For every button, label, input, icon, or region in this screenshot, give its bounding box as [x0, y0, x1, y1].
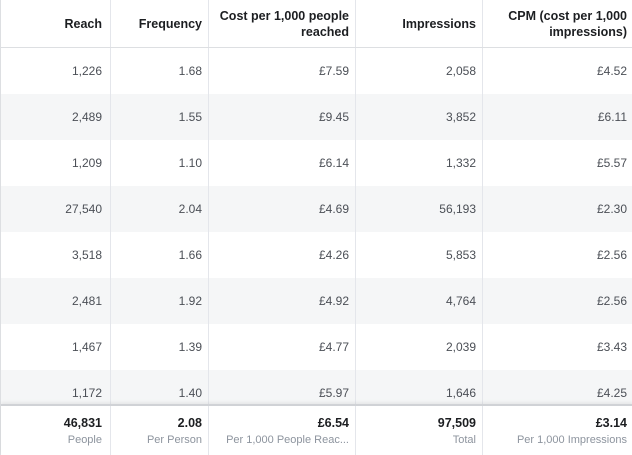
cell-impressions: 3,852 [356, 94, 483, 140]
total-cost-per-1000-reached: £6.54 Per 1,000 People Reac... [209, 406, 356, 455]
table-row: 27,540 2.04 £4.69 56,193 £2.30 [1, 186, 632, 232]
cell-cpm: £4.52 [596, 64, 627, 78]
cell-reach: 2,489 [1, 94, 111, 140]
cell-cost-per-1000-reached: £7.59 [209, 48, 356, 94]
total-caption: People [67, 433, 102, 446]
total-caption: Per 1,000 People Reac... [226, 433, 349, 446]
cell-cost-per-1000-reached: £6.14 [209, 140, 356, 186]
total-value: £3.14 [595, 415, 627, 430]
cell-frequency: 1.10 [111, 140, 209, 186]
cell-frequency: 1.68 [111, 48, 209, 94]
cell-impressions: 1,646 [356, 370, 483, 416]
cell-cpm: £4.25 [596, 386, 627, 400]
column-header-cost-per-1000-reached[interactable]: Cost per 1,000 people reached [209, 0, 356, 47]
cell-cpm: £2.56 [596, 248, 627, 262]
table-row: 3,518 1.66 £4.26 5,853 £2.56 [1, 232, 632, 278]
cell-impressions: 4,764 [356, 278, 483, 324]
cell-cost-per-1000-reached: £4.92 [209, 278, 356, 324]
cell-cpm: £3.43 [596, 340, 627, 354]
cell-frequency: 1.55 [111, 94, 209, 140]
cell-cpm: £2.56 [596, 294, 627, 308]
cell-frequency: 1.66 [111, 232, 209, 278]
cell-frequency: 1.40 [111, 370, 209, 416]
cell-cpm: £5.57 [596, 156, 627, 170]
cell-reach: 27,540 [1, 186, 111, 232]
total-value: 46,831 [63, 415, 102, 430]
total-caption: Per Person [146, 433, 202, 446]
column-header-cpm[interactable]: CPM (cost per 1,000 impressions) [508, 8, 627, 39]
cell-cost-per-1000-reached: £5.97 [209, 370, 356, 416]
total-value: 97,509 [437, 415, 476, 430]
total-value: 2.08 [177, 415, 202, 430]
cell-cost-per-1000-reached: £4.77 [209, 324, 356, 370]
cell-reach: 1,172 [1, 370, 111, 416]
cell-impressions: 5,853 [356, 232, 483, 278]
cell-frequency: 2.04 [111, 186, 209, 232]
table-row: 1,226 1.68 £7.59 2,058 £4.52 [1, 48, 632, 94]
column-header-reach[interactable]: Reach [1, 0, 111, 47]
total-caption: Per 1,000 Impressions [516, 433, 627, 446]
cell-reach: 1,467 [1, 324, 111, 370]
cell-cost-per-1000-reached: £4.69 [209, 186, 356, 232]
cell-frequency: 1.92 [111, 278, 209, 324]
table-header: Reach Frequency Cost per 1,000 people re… [1, 0, 632, 48]
cell-impressions: 2,039 [356, 324, 483, 370]
cell-impressions: 2,058 [356, 48, 483, 94]
column-header-impressions[interactable]: Impressions [356, 0, 483, 47]
totals-row: 46,831 People 2.08 Per Person £6.54 Per … [1, 404, 632, 455]
table-row: 2,489 1.55 £9.45 3,852 £6.11 [1, 94, 632, 140]
table-row: 2,481 1.92 £4.92 4,764 £2.56 [1, 278, 632, 324]
total-cpm: £3.14 Per 1,000 Impressions [483, 406, 632, 455]
cell-reach: 2,481 [1, 278, 111, 324]
cell-cpm: £2.30 [596, 202, 627, 216]
cell-impressions: 56,193 [356, 186, 483, 232]
total-caption: Total [452, 433, 476, 446]
table-row: 1,209 1.10 £6.14 1,332 £5.57 [1, 140, 632, 186]
total-value: £6.54 [317, 415, 349, 430]
cell-reach: 3,518 [1, 232, 111, 278]
cell-cost-per-1000-reached: £4.26 [209, 232, 356, 278]
total-frequency: 2.08 Per Person [111, 406, 209, 455]
total-impressions: 97,509 Total [356, 406, 483, 455]
cell-reach: 1,226 [1, 48, 111, 94]
cell-frequency: 1.39 [111, 324, 209, 370]
cell-cpm: £6.11 [597, 110, 627, 124]
table-row: 1,467 1.39 £4.77 2,039 £3.43 [1, 324, 632, 370]
cell-impressions: 1,332 [356, 140, 483, 186]
column-header-frequency[interactable]: Frequency [111, 0, 209, 47]
cell-reach: 1,209 [1, 140, 111, 186]
cell-cost-per-1000-reached: £9.45 [209, 94, 356, 140]
total-reach: 46,831 People [1, 406, 111, 455]
